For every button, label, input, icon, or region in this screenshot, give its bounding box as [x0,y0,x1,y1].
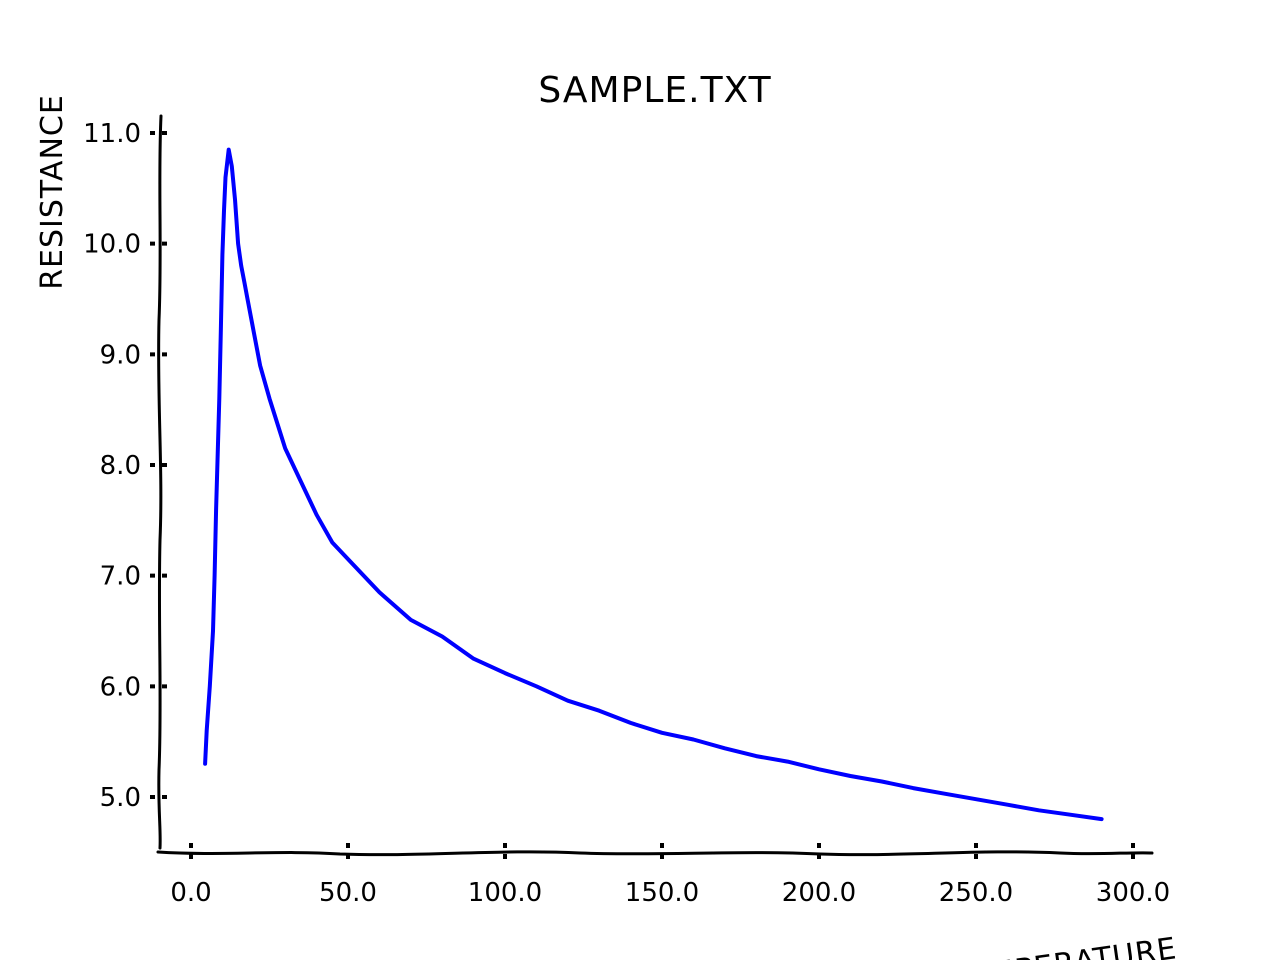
y-tick-label: 7.0 [100,562,141,592]
x-axis-label: TEMPERATURE [946,931,1179,960]
x-ticks: 0.0 50.0 100.0 150.0 200.0 250.0 300.0 [170,843,1170,908]
x-tick-label: 300.0 [1096,878,1170,908]
x-tick-label: 150.0 [625,878,699,908]
x-tick-label: 250.0 [939,878,1013,908]
y-tick-label: 6.0 [100,672,141,702]
x-axis-line [156,850,1154,857]
x-tick-label: 0.0 [170,878,211,908]
series-line-0 [203,147,1104,822]
y-tick-label: 8.0 [100,451,141,481]
series-layer [203,147,1104,822]
y-axis-line [157,114,163,850]
y-tick-label: 5.0 [100,783,141,813]
y-tick-label: 10.0 [83,230,141,260]
y-axis-label: RESISTANCE [35,94,70,290]
y-tick-label: 9.0 [100,340,141,370]
chart-title: SAMPLE.TXT [538,70,771,111]
x-tick-label: 50.0 [319,878,377,908]
y-ticks: 5.0 6.0 7.0 8.0 9.0 10.0 11.0 [83,119,170,813]
x-tick-label: 200.0 [782,878,856,908]
y-tick-label: 11.0 [83,119,141,149]
x-tick-label: 100.0 [468,878,542,908]
